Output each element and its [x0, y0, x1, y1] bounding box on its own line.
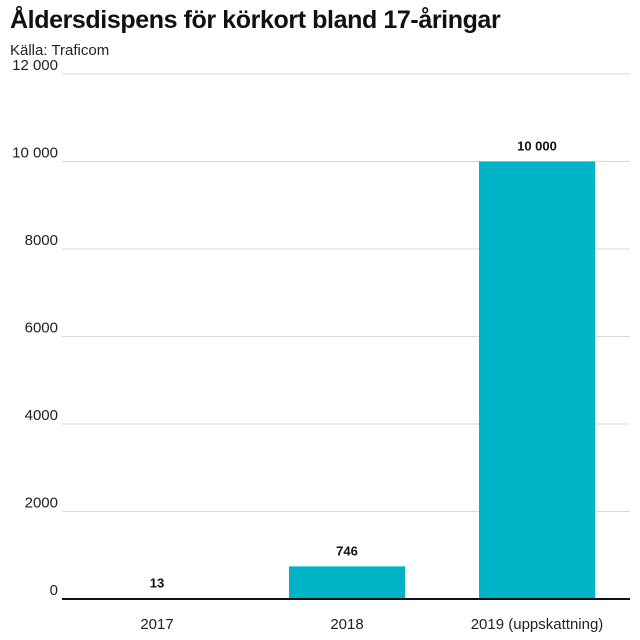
y-tick-label: 2000 — [25, 495, 58, 512]
bar-value-label: 10 000 — [517, 139, 557, 154]
x-category-label: 2017 — [140, 616, 173, 633]
y-tick-label: 8000 — [25, 232, 58, 249]
y-tick-label: 10 000 — [12, 145, 58, 162]
y-axis-tick-labels: 0 2000 4000 6000 8000 10 000 12 000 — [12, 57, 58, 599]
y-tick-label: 0 — [50, 582, 58, 599]
x-category-label: 2018 — [330, 616, 363, 633]
x-axis-category-labels: 2017 2018 2019 (uppskattning) — [140, 616, 603, 633]
bar-value-label: 746 — [336, 543, 358, 558]
bars — [99, 161, 595, 599]
data-labels: 13 746 10 000 — [150, 139, 557, 591]
bar-value-label: 13 — [150, 575, 164, 590]
bar — [289, 566, 405, 599]
bar — [479, 161, 595, 599]
chart-title: Åldersdispens för körkort bland 17-åring… — [10, 6, 501, 34]
chart-source: Källa: Traficom — [10, 42, 110, 59]
y-tick-label: 4000 — [25, 407, 58, 424]
y-tick-label: 12 000 — [12, 57, 58, 74]
y-tick-label: 6000 — [25, 320, 58, 337]
x-category-label: 2019 (uppskattning) — [471, 616, 604, 633]
